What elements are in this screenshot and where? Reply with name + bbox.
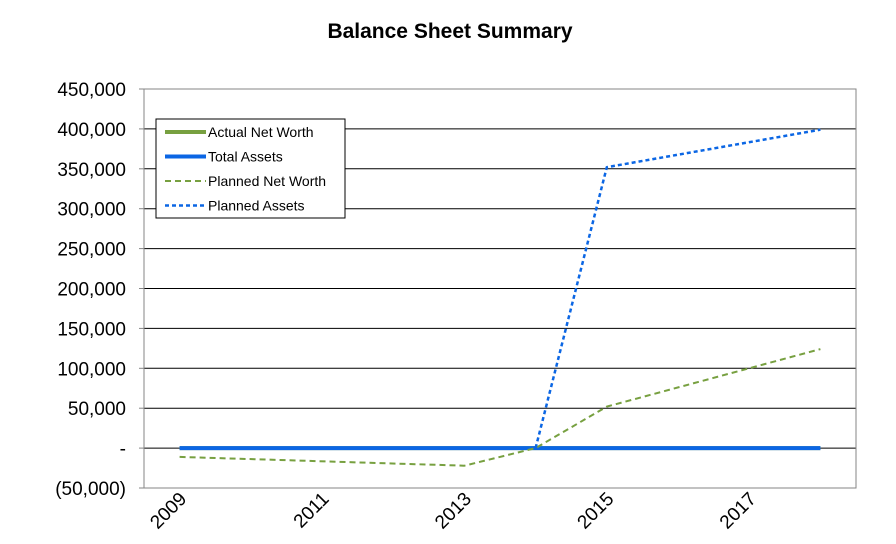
x-tick-label: 2017 xyxy=(716,489,761,534)
x-tick-label: 2009 xyxy=(146,489,191,534)
y-tick-label: 50,000 xyxy=(68,399,126,420)
legend-label: Actual Net Worth xyxy=(208,124,314,140)
y-tick-label: - xyxy=(120,439,126,460)
y-tick-label: 100,000 xyxy=(57,359,126,380)
y-tick-label: 450,000 xyxy=(57,80,126,101)
x-tick-label: 2015 xyxy=(574,489,619,534)
legend: Actual Net Worth Total Assets Planned Net … xyxy=(155,118,346,219)
y-tick-label: 400,000 xyxy=(57,120,126,141)
y-tick-label: 300,000 xyxy=(57,200,126,221)
series-line-3 xyxy=(534,128,821,449)
y-tick-label: 150,000 xyxy=(57,319,126,340)
series-line-2 xyxy=(179,348,821,467)
x-axis-ticks: 2009 2011 2013 2015 2017 xyxy=(146,489,760,534)
legend-label: Planned Net Worth xyxy=(208,173,326,189)
x-tick-label: 2011 xyxy=(290,489,334,533)
y-tick-label: 200,000 xyxy=(57,280,126,301)
x-tick-label: 2013 xyxy=(431,489,476,534)
legend-label: Planned Assets xyxy=(208,198,305,214)
y-tick-label: 350,000 xyxy=(57,160,126,181)
y-tick-label: 250,000 xyxy=(57,240,126,261)
legend-items: Actual Net Worth Total Assets Planned Net … xyxy=(165,124,326,214)
y-tick-label: (50,000) xyxy=(55,479,126,500)
legend-label: Total Assets xyxy=(208,149,283,165)
series-lines xyxy=(179,128,821,467)
chart-title: Balance Sheet Summary xyxy=(327,20,572,43)
legend-box xyxy=(155,118,346,219)
y-axis-ticks: (50,000) - 50,000 100,000 150,000 200,000 250,… xyxy=(55,80,144,500)
